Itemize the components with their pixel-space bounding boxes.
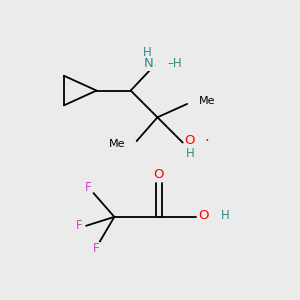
Text: F: F bbox=[93, 242, 100, 255]
Text: N: N bbox=[144, 57, 154, 70]
Text: H: H bbox=[186, 147, 194, 161]
Text: H: H bbox=[143, 46, 152, 59]
Text: O: O bbox=[154, 168, 164, 181]
Text: ·: · bbox=[204, 134, 209, 149]
Text: –H: –H bbox=[167, 57, 182, 70]
Text: Me: Me bbox=[109, 139, 125, 149]
Text: F: F bbox=[85, 181, 92, 194]
Text: H: H bbox=[220, 209, 229, 222]
Text: F: F bbox=[76, 219, 83, 232]
Text: O: O bbox=[184, 134, 195, 147]
Text: Me: Me bbox=[198, 96, 215, 106]
Text: O: O bbox=[198, 209, 209, 222]
